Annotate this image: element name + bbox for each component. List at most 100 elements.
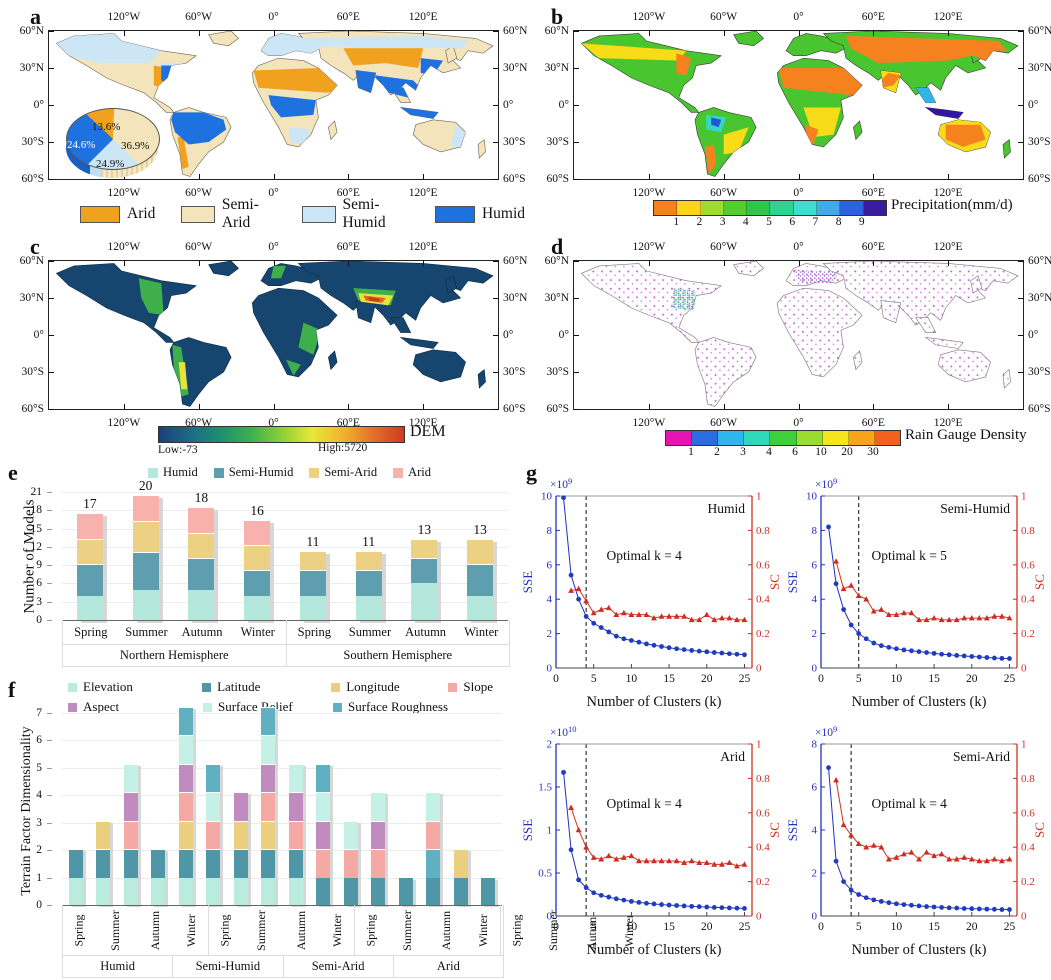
bar-slot: 20 (118, 478, 174, 620)
map-tickmark (948, 404, 950, 409)
left-tick-label: 8 (812, 739, 818, 751)
season-label: Spring (285, 620, 343, 644)
sse-point (841, 607, 847, 612)
sc-point (598, 606, 605, 612)
stacked-bar: 18 (188, 490, 215, 620)
season-label: Summer (387, 905, 428, 955)
bar-segment-longitude (453, 849, 468, 878)
bar-segment-humid (299, 595, 326, 620)
legend-label: Semi-Humid (228, 465, 294, 479)
sse-point (848, 887, 854, 893)
sse-point (628, 638, 634, 643)
climate-patch (178, 362, 188, 390)
sse-point (606, 894, 612, 900)
bar-segment-slope (288, 820, 303, 850)
map-tickmark (873, 31, 875, 36)
map-xtick-label: 60°E (861, 11, 885, 23)
stacked-bar (481, 877, 496, 905)
map-tickmark (49, 105, 54, 106)
pie-label-semi-arid: 36.9% (121, 140, 150, 152)
gauge-dots (777, 288, 863, 377)
ytick-mark (47, 877, 52, 879)
dem-high-label: High:5720 (318, 442, 368, 454)
colorbar-tick-label: 6 (789, 216, 796, 228)
sse-point (734, 905, 740, 911)
stacked-bar (68, 849, 83, 905)
map-ytick-label: 60°N (503, 255, 528, 267)
right-tick-label: 0.8 (1021, 773, 1035, 785)
bar-segment-slope (123, 820, 138, 850)
sc-point (893, 611, 900, 617)
models-chart-plot: 17 20 18 16 11 11 13 13 (62, 478, 508, 620)
sse-axis-label: SSE (787, 571, 800, 593)
optimal-k-annotation: Optimal k = 4 (606, 548, 682, 563)
legend-label: Arid (127, 205, 156, 222)
pie-top (66, 108, 160, 170)
terrain-chart-axis-line (62, 905, 502, 906)
world-map-d (580, 261, 1019, 407)
bar-slot: 13 (452, 492, 508, 620)
season-label-text: Spring (363, 913, 378, 947)
season-label: Summer (95, 905, 136, 955)
bar-slot (117, 713, 145, 905)
gauge-dots (853, 351, 863, 370)
map-tickmark (574, 142, 579, 143)
rain-gauge-colorbar-title: Rain Gauge Density (905, 427, 1027, 443)
stacked-bar: 17 (76, 496, 103, 620)
sc-point (885, 611, 892, 617)
bar-segment-latitude (68, 849, 83, 878)
bar-segment-semi-arid (244, 544, 271, 571)
map-tickmark (493, 261, 498, 262)
left-tick-label: 1 (547, 825, 553, 837)
bar-segment-surface-roughness (426, 849, 441, 878)
right-tick-label: 0.6 (756, 807, 770, 819)
colorbar-segment (848, 431, 875, 445)
sse-point (909, 648, 914, 654)
sc-point (953, 616, 960, 623)
map-tickmark (1018, 261, 1023, 262)
right-tick-label: 0.8 (756, 525, 770, 537)
bar-slot (392, 713, 420, 905)
sse-point (711, 650, 717, 655)
sse-point (826, 765, 831, 771)
legend-swatch (333, 702, 342, 712)
sc-point (688, 616, 695, 623)
sse-point (726, 651, 732, 657)
sse-point (711, 905, 717, 910)
sse-point (893, 901, 899, 907)
season-label: Winter (175, 905, 208, 955)
map-ytick-label: 30°S (1028, 366, 1051, 378)
sc-point (991, 613, 998, 619)
ytick-label: 4 (36, 789, 42, 802)
gridline (62, 565, 508, 567)
bar-segment-elevation (261, 877, 276, 905)
bar-segment-longitude (178, 820, 193, 850)
bar-segment-semi-arid (188, 532, 215, 559)
season-label-text: Autumn (293, 910, 308, 950)
sc-point (938, 616, 945, 623)
axis-scale-label: ×109 (815, 476, 837, 491)
season-label-text: Autumn (439, 910, 454, 950)
sse-point (871, 640, 877, 646)
sc-point (878, 844, 885, 850)
sse-point (924, 650, 929, 655)
gridline (62, 546, 508, 548)
continent (208, 31, 240, 47)
subplot-title: Semi-Arid (953, 749, 1010, 764)
stacked-bar: 13 (411, 522, 438, 620)
bar-segment-semi-arid (411, 538, 438, 559)
sse-point (924, 904, 929, 909)
map-ytick-label: 60°N (1028, 25, 1051, 37)
map-ytick-label: 60°N (544, 255, 569, 267)
sc-point (976, 857, 983, 864)
season-label: Spring (63, 905, 95, 955)
climate-patch (171, 112, 227, 145)
map-tickmark (423, 31, 425, 36)
colorbar-segment (747, 201, 771, 215)
continent (399, 337, 439, 349)
map-tickmark (49, 68, 54, 69)
climate-patch (925, 107, 964, 119)
legend-swatch (181, 205, 215, 223)
left-tick-label: 0 (812, 911, 818, 923)
ytick-mark (47, 850, 52, 852)
